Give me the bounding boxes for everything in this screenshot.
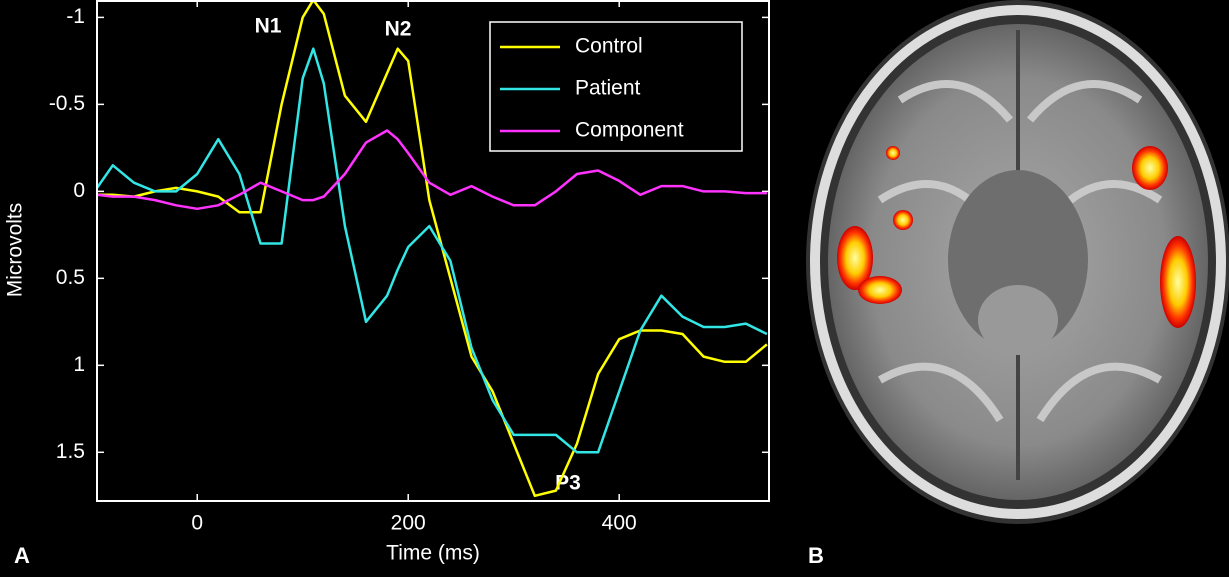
y-tick-label: 0.5 bbox=[56, 266, 85, 289]
y-tick-label: 1 bbox=[73, 353, 85, 376]
y-tick-label: -1 bbox=[66, 5, 85, 28]
y-tick-label: -0.5 bbox=[49, 92, 85, 115]
y-tick-label: 1.5 bbox=[56, 440, 85, 463]
y-axis-label: Microvolts bbox=[4, 203, 27, 298]
series-line bbox=[97, 0, 768, 498]
legend-label: Patient bbox=[575, 77, 641, 100]
panel-label: A bbox=[14, 543, 30, 568]
series-line bbox=[97, 129, 767, 211]
legend-box bbox=[489, 21, 743, 152]
annotation: N1 bbox=[255, 15, 282, 38]
series-line bbox=[97, 47, 768, 454]
y-tick-label: 0 bbox=[73, 179, 85, 202]
annotation: N2 bbox=[385, 18, 412, 41]
x-tick-label: 400 bbox=[602, 512, 637, 535]
brain-image bbox=[806, 0, 1229, 524]
plot-frame bbox=[96, 0, 770, 502]
legend-label: Component bbox=[575, 119, 684, 142]
panel-label: B bbox=[808, 543, 824, 568]
x-tick-label: 200 bbox=[391, 512, 426, 535]
x-tick-label: 0 bbox=[191, 512, 203, 535]
legend-label: Control bbox=[575, 35, 643, 58]
x-axis-label: Time (ms) bbox=[386, 542, 480, 565]
